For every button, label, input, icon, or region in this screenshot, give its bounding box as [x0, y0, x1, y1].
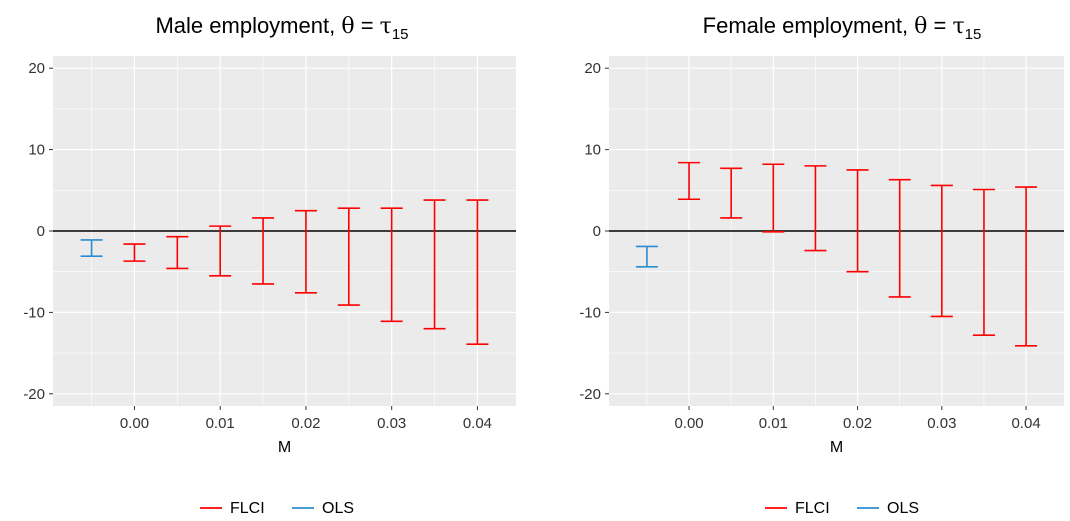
legend: FLCI OLS — [200, 500, 354, 517]
x-tick-label: 0.03 — [927, 415, 956, 432]
chart-panel-1: Male employment, θ = τ15 -20 -10 0 10 20 0.00 0… — [23, 13, 516, 517]
errorbar-flci — [972, 188, 995, 336]
x-axis-title: M — [278, 439, 291, 456]
x-tick-label: 0.01 — [206, 415, 235, 432]
y-tick-label: 10 — [584, 142, 601, 159]
x-tick-label: 0.01 — [759, 415, 788, 432]
x-tick-label: 0.04 — [1011, 415, 1040, 432]
chart-panel-2: Female employment, θ = τ15 -20 -10 0 10 20 0.0… — [579, 13, 1064, 517]
errorbar-flci — [252, 217, 275, 285]
legend-label-flci: FLCI — [230, 500, 265, 517]
errorbar-flci — [294, 209, 317, 294]
errorbar-ols — [80, 239, 103, 258]
legend-label-flci: FLCI — [795, 500, 830, 517]
legend-label-ols: OLS — [887, 500, 919, 517]
chart-title-eq: = — [355, 13, 380, 38]
errorbar-flci — [804, 165, 827, 252]
chart-title-theta: θ — [914, 14, 927, 39]
y-tick-label: -10 — [23, 304, 45, 321]
x-tick-label: 0.00 — [120, 415, 149, 432]
errorbar-flci — [762, 163, 785, 233]
x-axis-title: M — [830, 439, 843, 456]
errorbar-flci — [209, 225, 232, 277]
chart-title: Female employment, θ = τ15 — [703, 13, 982, 43]
chart-title-text: Male employment, — [155, 13, 341, 38]
legend-label-ols: OLS — [322, 500, 354, 517]
y-tick-label: 0 — [593, 223, 601, 240]
chart-title-tau: τ — [953, 14, 965, 39]
errorbar-flci — [720, 167, 743, 219]
chart-title-subscript: 15 — [965, 26, 982, 43]
errorbar-flci — [166, 235, 189, 270]
errorbar-flci — [466, 199, 489, 345]
x-tick-label: 0.00 — [674, 415, 703, 432]
chart-title-theta: θ — [341, 14, 354, 39]
y-tick-label: 20 — [584, 60, 601, 77]
y-tick-label: 10 — [28, 142, 45, 159]
y-tick-label: -20 — [23, 386, 45, 403]
x-tick-label: 0.04 — [463, 415, 492, 432]
errorbar-flci — [423, 199, 446, 330]
errorbar-flci — [678, 161, 701, 201]
chart-title-text: Female employment, — [703, 13, 915, 38]
x-tick-label: 0.03 — [377, 415, 406, 432]
errorbar-flci — [888, 178, 911, 298]
chart-title: Male employment, θ = τ15 — [155, 13, 408, 43]
y-tick-label: 20 — [28, 60, 45, 77]
errorbar-flci — [846, 169, 869, 273]
errorbar-flci — [930, 184, 953, 318]
errorbar-flci — [1015, 186, 1038, 347]
errorbar-ols — [635, 245, 658, 268]
y-tick-label: 0 — [37, 223, 45, 240]
errorbar-flci — [380, 207, 403, 323]
chart-title-tau: τ — [380, 14, 392, 39]
errorbar-flci — [337, 207, 360, 306]
x-tick-label: 0.02 — [291, 415, 320, 432]
chart-title-eq: = — [927, 13, 952, 38]
errorbar-flci — [123, 243, 146, 262]
chart-title-subscript: 15 — [392, 26, 409, 43]
x-tick-label: 0.02 — [843, 415, 872, 432]
y-tick-label: -20 — [579, 386, 601, 403]
legend: FLCI OLS — [765, 500, 919, 517]
y-tick-label: -10 — [579, 304, 601, 321]
